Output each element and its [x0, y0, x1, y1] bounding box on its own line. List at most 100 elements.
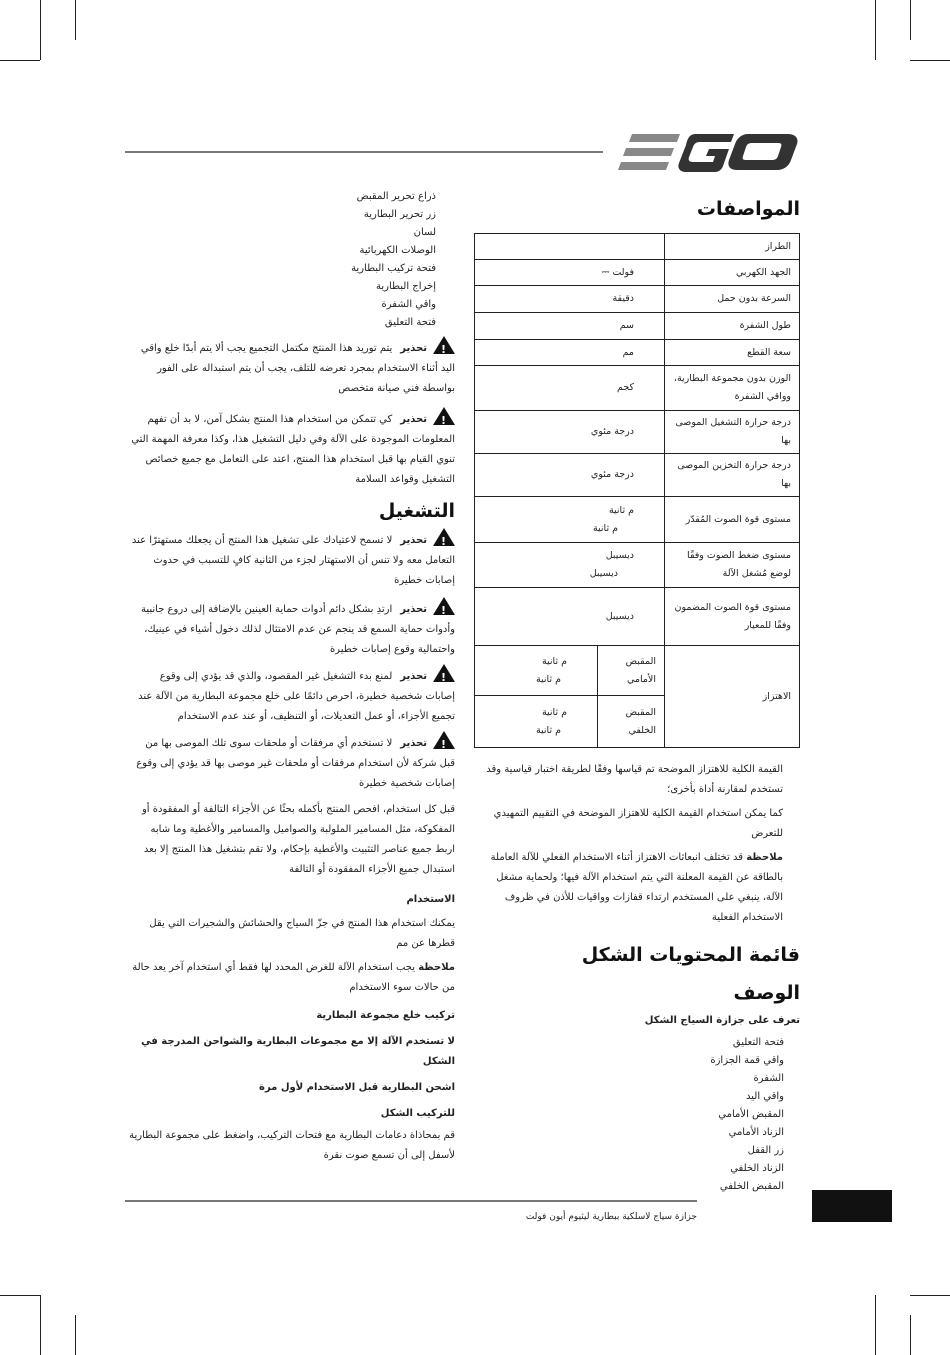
spec-value: م ثانية — [592, 522, 618, 534]
crop-mark — [40, 0, 41, 60]
crop-mark — [875, 1295, 876, 1355]
spec-value: دقيقة — [474, 285, 665, 313]
crop-mark — [0, 1295, 40, 1296]
note-text: قد تختلف انبعاثات الاهتزاز أثناء الاستخد… — [490, 852, 783, 923]
crop-mark — [910, 0, 911, 40]
warning-block: تحذيرلا تسمح لاعتيادك على تشغيل هذا المن… — [128, 528, 455, 591]
crop-mark — [40, 1295, 41, 1355]
front-handle-label: المقبض الأمامي — [597, 645, 665, 696]
spec-value: م ثانية — [608, 504, 634, 516]
spec-value: سم — [474, 312, 665, 340]
footer-text: جزازة سياج لاسلكية ببطارية ليثيوم أيون ف… — [525, 1212, 697, 1222]
list-item: الزناد الأمامي — [728, 1127, 784, 1138]
operation-warnings: تحذيرلا تسمح لاعتيادك على تشغيل هذا المن… — [128, 528, 455, 880]
spec-label: الوزن بدون مجموعة البطارية، وواقي الشفرة — [664, 365, 800, 411]
usage-section: الاستخدام يمكنك استخدام هذا المنتج في جز… — [128, 890, 455, 1166]
page-number-box — [812, 1190, 892, 1222]
list-item: الزناد الخلفي — [730, 1163, 784, 1174]
spec-label: درجة حرارة التشغيل الموصى بها — [664, 410, 800, 454]
list-item: لسان — [413, 227, 436, 238]
vibration-label: الاهتزاز — [664, 645, 800, 748]
list-item: فتحة التعليق — [732, 1037, 784, 1048]
battery-warning: لا تستخدم الآلة إلا مع مجموعات البطارية … — [141, 1036, 455, 1067]
warning-block: تحذيرلا تستخدم أي مرفقات أو ملحقات سوى ت… — [128, 731, 455, 794]
battery-heading: تركيب خلع مجموعة البطارية — [316, 1010, 455, 1021]
list-item: زر القفل — [747, 1145, 784, 1156]
description-title: الوصف — [733, 982, 800, 1004]
spec-value: م ثانية — [541, 706, 567, 718]
spec-label: سعة القطع — [664, 339, 800, 366]
usage-heading: الاستخدام — [406, 894, 455, 905]
spec-label: درجة حرارة التخزين الموصى بها — [664, 453, 800, 497]
warning-text: يتم توريد هذا المنتج مكتمل التجميع يجب أ… — [140, 343, 455, 394]
spec-label: السرعة بدون حمل — [664, 285, 800, 313]
install-heading: للتركيب الشكل — [380, 1108, 455, 1119]
warning-text: كي تتمكن من استخدام هذا المنتج بشكل آمن،… — [131, 414, 455, 485]
crop-mark — [910, 60, 950, 61]
spec-value: ديسيبل — [474, 587, 665, 646]
spec-value: فولت ⎓ — [474, 259, 665, 286]
crop-mark — [910, 1295, 950, 1296]
spec-value: درجة مئوي — [474, 453, 665, 497]
crop-mark — [75, 0, 76, 40]
specs-table: الطراز الجهد الكهربي فولت ⎓ السرعة بدون ح… — [474, 233, 800, 748]
ego-logo — [618, 132, 800, 172]
rear-handle-label: المقبض الخلفي — [597, 695, 665, 748]
note-label: ملاحظة — [418, 962, 455, 973]
inspect-paragraph: قبل كل استخدام، افحص المنتج بأكمله بحثًا… — [141, 804, 455, 875]
spec-label: مستوى ضغط الصوت وفقًا لوضع مُشغل الآلة — [664, 542, 800, 588]
warning-text: ارتدِ بشكل دائم أدوات حماية العينين بالإ… — [140, 604, 455, 655]
warning-label: تحذير — [400, 738, 427, 749]
specs-notes: القيمة الكلية للاهتزاز الموضحة تم قياسها… — [478, 760, 783, 928]
warning-block: تحذيركي تتمكن من استخدام هذا المنتج بشكل… — [128, 407, 455, 490]
list-item: واقي الشفرة — [381, 299, 436, 310]
warning-label: تحذير — [400, 343, 427, 354]
crop-mark — [910, 1315, 911, 1355]
description-list: فتحة التعليق واقي قمة الجزازة الشفرة واق… — [474, 1034, 784, 1196]
note-text: يجب استخدام الآلة للغرض المحدد لها فقط أ… — [132, 962, 455, 993]
note-label: ملاحظة — [746, 852, 783, 863]
top-warnings: تحذيريتم توريد هذا المنتج مكتمل التجميع … — [128, 336, 455, 490]
header-rule — [125, 151, 603, 153]
warning-icon — [433, 336, 455, 360]
list-item: المقبض الخلفي — [719, 1181, 784, 1192]
spec-value — [474, 233, 665, 260]
list-item: الوصلات الكهربائية — [359, 245, 436, 256]
contents-title: قائمة المحتويات الشكل — [581, 944, 800, 966]
install-text: قم بمحاذاة دعامات البطارية مع فتحات التر… — [129, 1130, 455, 1161]
spec-value: م ثانية — [535, 724, 561, 736]
warning-label: تحذير — [400, 604, 427, 615]
list-item: الشفرة — [753, 1073, 784, 1084]
left-column: ذراع تحرير المقبض زر تحرير البطارية لسان… — [128, 188, 455, 1166]
list-item: واقي اليد — [746, 1091, 784, 1102]
crop-mark — [875, 0, 876, 60]
warning-text: لمنع بدء التشغيل غير المقصود، والذي قد ي… — [138, 671, 455, 722]
spec-label: مستوى قوة الصوت المضمون وفقًا للمعيار — [664, 587, 800, 646]
description-subtitle: تعرف على جزازة السياج الشكل — [644, 1015, 800, 1026]
spec-value: ديسيبل — [605, 550, 634, 561]
list-item: فتحة تركيب البطارية — [351, 263, 436, 274]
warning-text: لا تستخدم أي مرفقات أو ملحقات سوى تلك ال… — [136, 738, 455, 789]
spec-label: الطراز — [664, 233, 800, 260]
spec-value: درجة مئوي — [474, 410, 665, 454]
list-item: فتحة التعليق — [384, 317, 436, 328]
warning-icon — [433, 597, 455, 621]
list-item: المقبض الأمامي — [718, 1109, 784, 1120]
list-item: زر تحرير البطارية — [363, 209, 436, 220]
parts-list: ذراع تحرير المقبض زر تحرير البطارية لسان… — [128, 188, 436, 332]
crop-mark — [0, 60, 40, 61]
spec-label: الجهد الكهربي — [664, 259, 800, 286]
warning-icon — [433, 731, 455, 755]
warning-label: تحذير — [400, 535, 427, 546]
spec-value: كجم — [474, 365, 665, 411]
warning-icon — [433, 407, 455, 431]
warning-label: تحذير — [400, 414, 427, 425]
note-paragraph: كما يمكن استخدام القيمة الكلية للاهتزاز … — [493, 808, 783, 839]
warning-block: تحذيرلمنع بدء التشغيل غير المقصود، والذي… — [128, 664, 455, 727]
warning-text: لا تسمح لاعتيادك على تشغيل هذا المنتج أن… — [131, 535, 455, 586]
right-column: المواصفات الطراز الجهد الكهربي فولت ⎓ الس… — [474, 196, 800, 1196]
spec-label: مستوى قوة الصوت المُقدّر — [664, 496, 800, 543]
spec-value: ديسيبل — [589, 568, 618, 579]
crop-mark — [75, 1315, 76, 1355]
spec-label: طول الشفرة — [664, 312, 800, 340]
